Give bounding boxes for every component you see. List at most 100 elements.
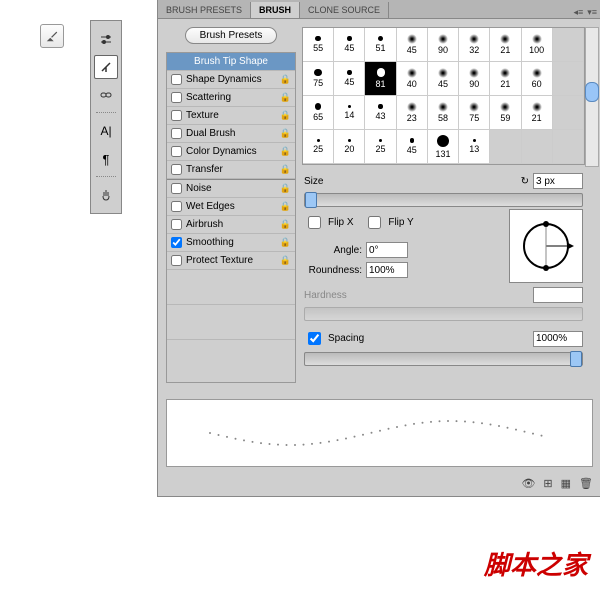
- opt-label: Transfer: [186, 164, 223, 175]
- brush-tip-cell[interactable]: 21: [490, 62, 521, 96]
- opt-label: Protect Texture: [186, 255, 253, 266]
- brush-tip-cell[interactable]: 45: [428, 62, 459, 96]
- brush-tip-cell[interactable]: [553, 28, 584, 62]
- reset-icon[interactable]: ↻: [521, 176, 529, 187]
- brush-tip-cell[interactable]: 25: [303, 130, 334, 164]
- brush-tip-cell[interactable]: [522, 130, 553, 164]
- divider: [96, 176, 116, 178]
- tool-paragraph-icon[interactable]: ¶: [94, 147, 118, 171]
- tool-options-column: A| ¶: [90, 20, 122, 214]
- brush-tip-cell[interactable]: 59: [490, 96, 521, 130]
- opt-label: Texture: [186, 110, 219, 121]
- tool-brush-icon[interactable]: [94, 55, 118, 79]
- spacing-input[interactable]: [533, 331, 583, 347]
- brush-tip-cell[interactable]: 32: [459, 28, 490, 62]
- hardness-slider: [304, 307, 583, 321]
- lock-icon: 🔒: [280, 110, 291, 121]
- brush-tip-cell[interactable]: 25: [365, 130, 396, 164]
- lock-icon: 🔒: [280, 201, 291, 212]
- opt-wet-edges[interactable]: Wet Edges🔒: [167, 198, 295, 216]
- brush-presets-button[interactable]: Brush Presets: [185, 27, 278, 44]
- brush-tip-cell[interactable]: 45: [397, 130, 428, 164]
- brush-tip-cell[interactable]: 20: [334, 130, 365, 164]
- brush-tip-cell[interactable]: 21: [490, 28, 521, 62]
- size-input[interactable]: [533, 173, 583, 189]
- panel-menu-icon[interactable]: ◂≡: [573, 7, 583, 18]
- brush-tip-cell[interactable]: 55: [303, 28, 334, 62]
- brush-tip-cell[interactable]: 13: [459, 130, 490, 164]
- brush-tip-cell[interactable]: 45: [334, 28, 365, 62]
- stroke-preview: [166, 399, 593, 467]
- brush-tip-cell[interactable]: 100: [522, 28, 553, 62]
- opt-empty: [167, 340, 295, 382]
- opt-color-dynamics[interactable]: Color Dynamics🔒: [167, 143, 295, 161]
- panel-flyout-icon[interactable]: ▾≡: [587, 7, 597, 18]
- brush-tip-cell[interactable]: [553, 130, 584, 164]
- opt-scattering[interactable]: Scattering🔒: [167, 89, 295, 107]
- grid-scroll-thumb[interactable]: [585, 82, 599, 102]
- brush-tool-icon: [40, 24, 64, 48]
- divider: [96, 112, 116, 114]
- opt-protect-texture[interactable]: Protect Texture🔒: [167, 252, 295, 270]
- opt-brush-tip-shape[interactable]: Brush Tip Shape: [167, 53, 295, 71]
- brush-tip-cell[interactable]: 90: [428, 28, 459, 62]
- opt-label: Smoothing: [186, 237, 234, 248]
- opt-noise[interactable]: Noise🔒: [167, 179, 295, 198]
- tab-clone-source[interactable]: CLONE SOURCE: [300, 2, 389, 18]
- tool-text-icon[interactable]: A|: [94, 119, 118, 143]
- brush-tip-cell[interactable]: 60: [522, 62, 553, 96]
- brush-tip-cell[interactable]: 75: [303, 62, 334, 96]
- trash-icon[interactable]: 🗑: [579, 477, 593, 490]
- watermark: 脚本之家: [484, 545, 588, 582]
- brush-tip-cell[interactable]: 81: [365, 62, 396, 96]
- spacing-label: Spacing: [328, 333, 364, 344]
- angle-widget[interactable]: [509, 209, 583, 283]
- roundness-input[interactable]: [366, 262, 408, 278]
- tab-brush-presets[interactable]: BRUSH PRESETS: [158, 2, 251, 18]
- brush-tip-cell[interactable]: 58: [428, 96, 459, 130]
- brush-tip-cell[interactable]: [553, 96, 584, 130]
- tool-slider-icon[interactable]: [94, 27, 118, 51]
- brush-tip-grid[interactable]: 5545514590322110075458140459021606514432…: [302, 27, 585, 165]
- toggle-preview-icon[interactable]: 👁: [521, 477, 535, 490]
- brush-tip-cell[interactable]: 131: [428, 130, 459, 164]
- opt-airbrush[interactable]: Airbrush🔒: [167, 216, 295, 234]
- opt-transfer[interactable]: Transfer🔒: [167, 161, 295, 179]
- opt-texture[interactable]: Texture 🔒: [167, 107, 295, 125]
- flipx-checkbox[interactable]: [308, 216, 321, 229]
- spacing-checkbox[interactable]: [308, 332, 321, 345]
- size-slider[interactable]: [304, 193, 583, 207]
- brush-panel: BRUSH PRESETS BRUSH CLONE SOURCE ◂≡ ▾≡ Br…: [157, 0, 600, 497]
- opt-label: Noise: [186, 183, 212, 194]
- brush-tip-cell[interactable]: 40: [397, 62, 428, 96]
- brush-tip-cell[interactable]: [553, 62, 584, 96]
- opt-empty: [167, 270, 295, 305]
- tool-links-icon[interactable]: [94, 83, 118, 107]
- brush-tip-cell[interactable]: 45: [397, 28, 428, 62]
- brush-tip-cell[interactable]: 65: [303, 96, 334, 130]
- brush-tip-cell[interactable]: [490, 130, 521, 164]
- tab-brush[interactable]: BRUSH: [251, 2, 300, 18]
- opt-shape-dynamics[interactable]: Shape Dynamics🔒: [167, 71, 295, 89]
- hardness-input: [533, 287, 583, 303]
- opt-label: Airbrush: [186, 219, 223, 230]
- brush-tip-cell[interactable]: 14: [334, 96, 365, 130]
- opt-dual-brush[interactable]: Dual Brush🔒: [167, 125, 295, 143]
- flipy-checkbox[interactable]: [368, 216, 381, 229]
- opt-smoothing[interactable]: Smoothing 🔒: [167, 234, 295, 252]
- brush-tip-cell[interactable]: 51: [365, 28, 396, 62]
- tool-hand-icon[interactable]: [94, 183, 118, 207]
- brush-tip-cell[interactable]: 21: [522, 96, 553, 130]
- brush-tip-cell[interactable]: 45: [334, 62, 365, 96]
- options-icon[interactable]: ⊞: [543, 477, 552, 490]
- brush-tip-cell[interactable]: 43: [365, 96, 396, 130]
- new-icon[interactable]: ▦: [561, 477, 571, 490]
- brush-tip-cell[interactable]: 90: [459, 62, 490, 96]
- brush-tip-cell[interactable]: 23: [397, 96, 428, 130]
- size-label: Size: [304, 176, 323, 187]
- lock-icon: 🔒: [280, 237, 291, 248]
- angle-input[interactable]: [366, 242, 408, 258]
- flipx-label: Flip X: [328, 217, 354, 228]
- spacing-slider[interactable]: [304, 352, 583, 366]
- brush-tip-cell[interactable]: 75: [459, 96, 490, 130]
